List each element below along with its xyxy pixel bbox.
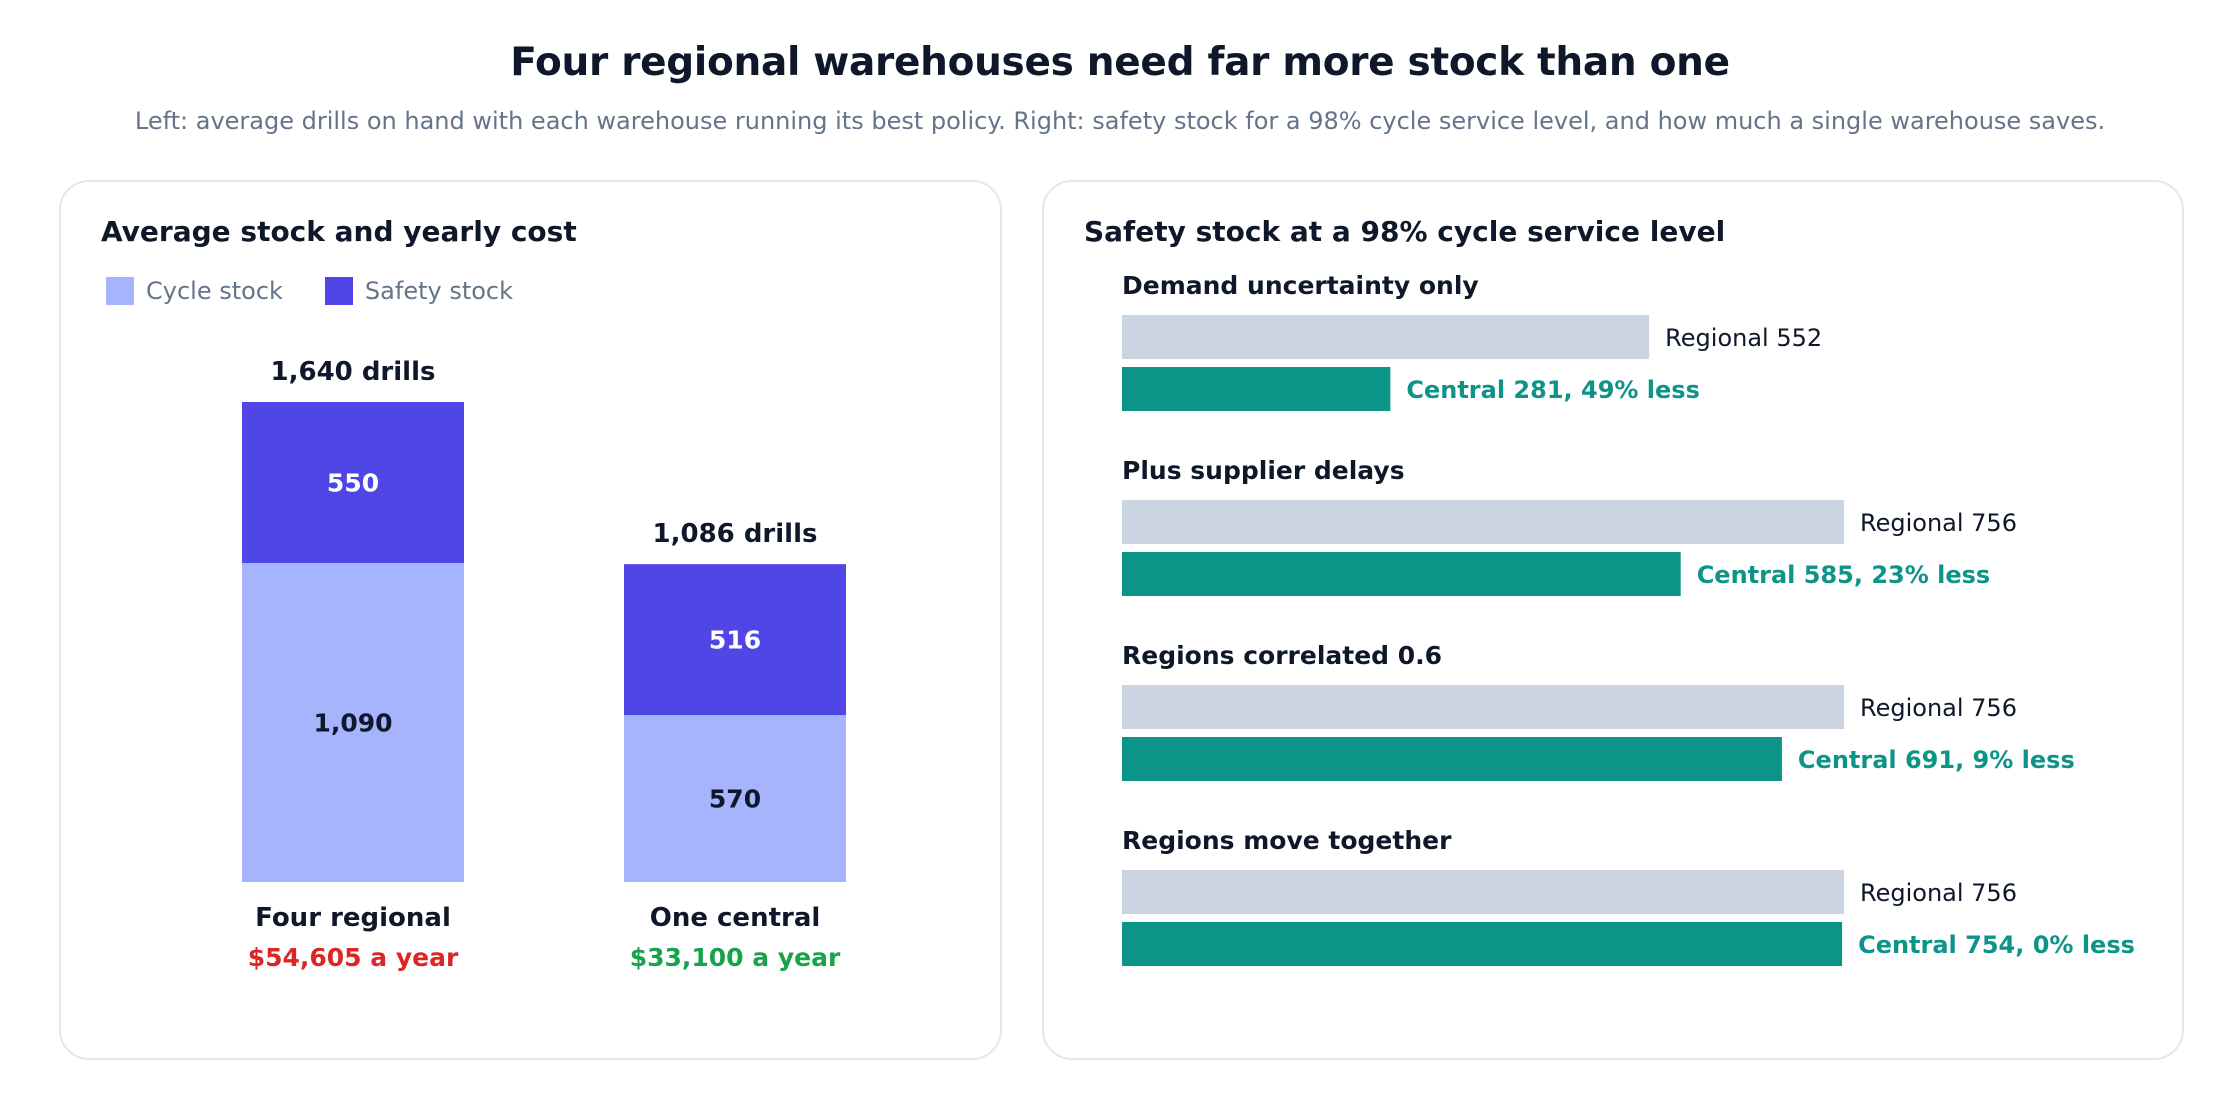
bar-cycle-stock <box>624 715 846 882</box>
bar-regional <box>1122 685 1844 729</box>
stock-legend: Cycle stock Safety stock <box>106 277 555 305</box>
bar-central <box>1122 367 1391 411</box>
bar-regional <box>1122 870 1844 914</box>
bar-central <box>1122 922 1843 966</box>
bar-safety-stock <box>242 402 464 563</box>
legend-label-safety: Safety stock <box>364 277 514 305</box>
label-central: Central 691, 9% less <box>1798 746 2075 774</box>
label-regional: Regional 756 <box>1860 879 2017 907</box>
cost-label: $33,100 a year <box>630 943 841 972</box>
group-title: Plus supplier delays <box>1122 456 1405 485</box>
bar-regional <box>1122 315 1650 359</box>
total-label: 1,086 drills <box>653 519 818 549</box>
stacked-bar-chart: 1,090 550 1,640 drills Four regional $54,605… <box>242 357 846 972</box>
data-label-cycle: 570 <box>709 785 761 814</box>
group-title: Regions correlated 0.6 <box>1122 641 1442 670</box>
label-central: Central 754, 0% less <box>1858 931 2135 959</box>
page-subtitle: Left: average drills on hand with each w… <box>134 107 2106 135</box>
stock-cost-card: Average stock and yearly cost Cycle stoc… <box>59 180 1002 1060</box>
bar-cycle-stock <box>242 562 464 882</box>
label-central: Central 281, 49% less <box>1406 376 1700 404</box>
legend-swatch-safety <box>324 277 353 305</box>
stock-chart-title: Average stock and yearly cost <box>101 215 577 248</box>
bar-safety-stock <box>624 564 846 716</box>
cost-label: $54,605 a year <box>248 943 459 972</box>
label-central: Central 585, 23% less <box>1697 561 1991 589</box>
legend-swatch-cycle <box>106 277 134 305</box>
data-label-safety: 550 <box>327 468 379 497</box>
legend-label-cycle: Cycle stock <box>146 277 283 305</box>
horizontal-bar-chart: Demand uncertainty only Regional 552 Centr… <box>1122 271 2135 966</box>
label-regional: Regional 552 <box>1665 324 1822 352</box>
total-label: 1,640 drills <box>271 357 436 387</box>
bar-central <box>1122 552 1681 596</box>
safety-stock-card: Safety stock at a 98% cycle service leve… <box>1042 180 2184 1060</box>
group-title: Regions move together <box>1122 826 1452 855</box>
page-title: Four regional warehouses need far more s… <box>510 40 1730 85</box>
group-title: Demand uncertainty only <box>1122 271 1479 300</box>
legend-item-safety: Safety stock <box>324 277 514 305</box>
bar-central <box>1122 737 1782 781</box>
bar-regional <box>1122 500 1844 544</box>
label-regional: Regional 756 <box>1860 694 2017 722</box>
legend-item-cycle: Cycle stock <box>106 277 283 305</box>
data-label-safety: 516 <box>709 626 761 655</box>
data-label-cycle: 1,090 <box>313 708 392 737</box>
label-regional: Regional 756 <box>1860 509 2017 537</box>
safety-chart-title: Safety stock at a 98% cycle service leve… <box>1084 215 1726 248</box>
category-label: One central <box>650 903 821 933</box>
category-label: Four regional <box>255 903 451 933</box>
